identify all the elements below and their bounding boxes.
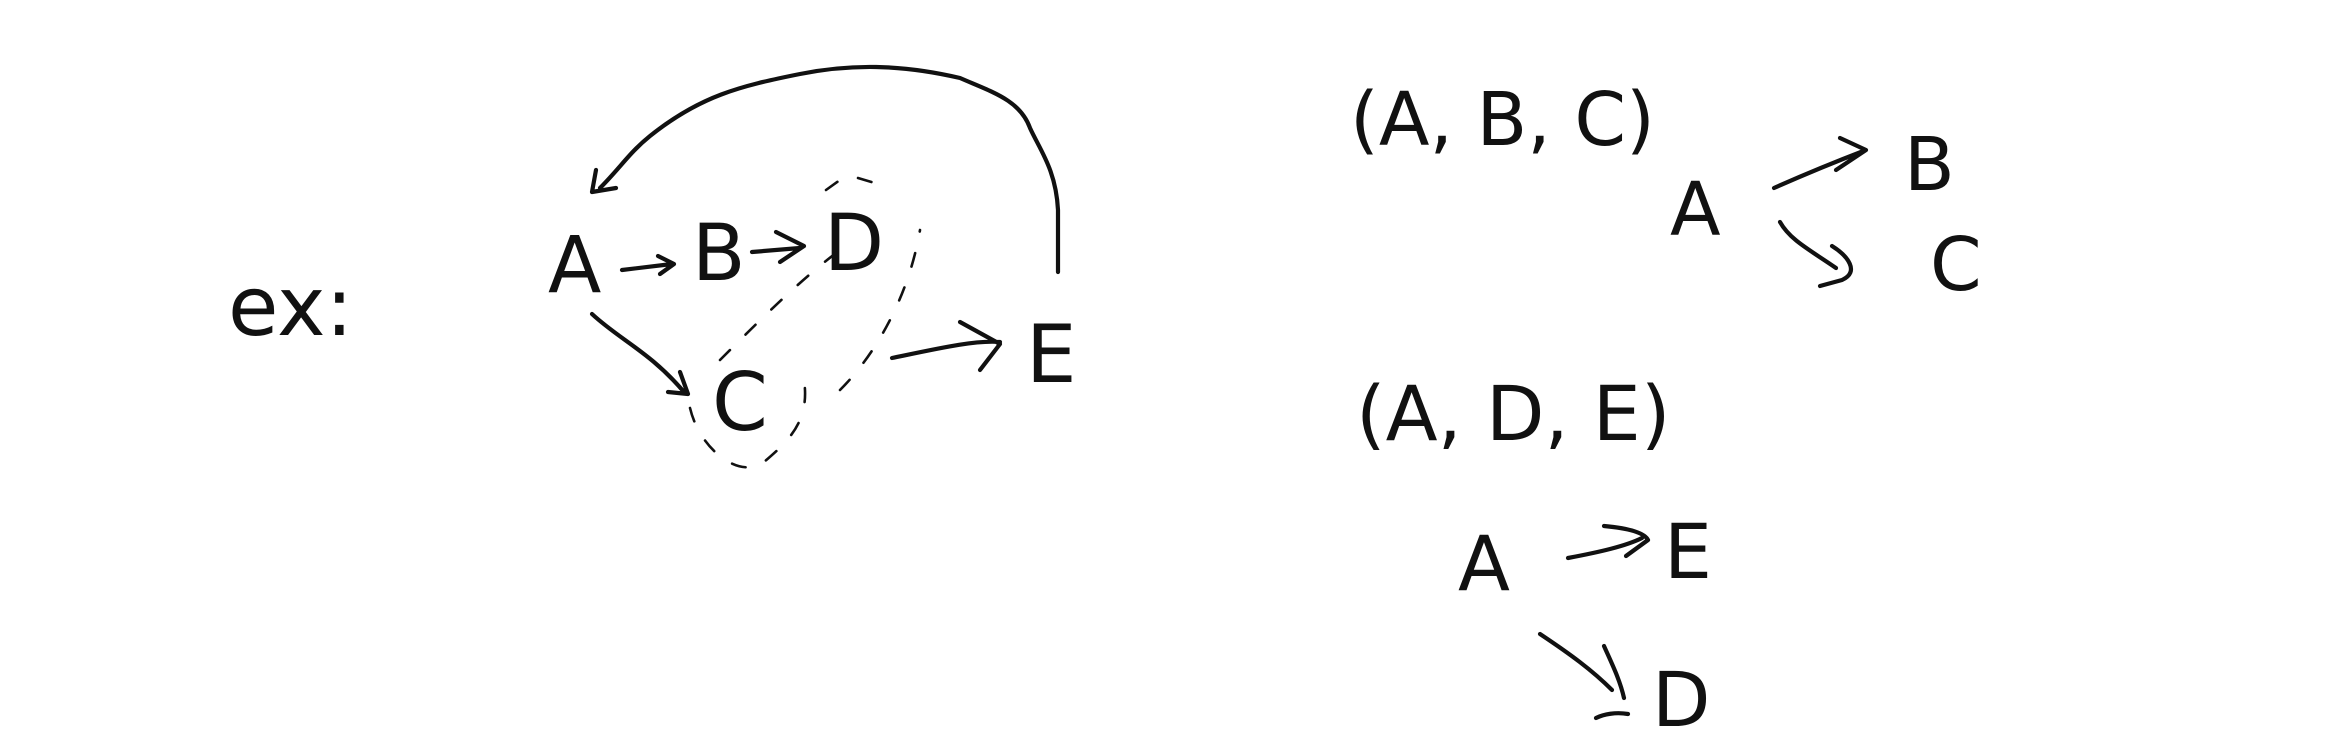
trace-2-arrow-d [1537,631,1631,721]
dashed-c-loop [688,378,807,469]
node-a: A [548,221,601,311]
trace-2-child-e: E [1664,507,1712,596]
node-d: D [824,199,884,289]
edge-a-c [589,311,691,397]
trace-1-root: A [1670,167,1721,253]
trace-2: (A, D, E) A E D [1356,369,1712,744]
trace-1-arrow-b [1771,135,1869,191]
node-e: E [1026,308,1077,401]
dashed-d-top [824,176,880,192]
edge-b-d [749,229,807,265]
trace-1-child-b: B [1904,122,1955,208]
trace-1-arrow-c [1777,219,1854,289]
trace-2-root: A [1458,519,1510,608]
trace-1-tuple: (A, B, C) [1350,77,1655,163]
dashed-c-d [718,248,842,362]
node-c: C [712,356,768,449]
node-b: B [692,209,746,299]
edge-a-b [619,253,677,277]
trace-1: (A, B, C) A B C [1350,77,1982,308]
dependency-graph: A B D C E [548,64,1077,469]
example-label: ex: [228,260,353,355]
trace-1-child-c: C [1930,222,1982,308]
trace-2-tuple: (A, D, E) [1356,369,1670,458]
edge-d-e [889,319,1003,373]
edge-e-a [589,64,1061,275]
trace-2-child-d: D [1652,655,1711,744]
trace-2-arrow-e [1565,523,1651,561]
